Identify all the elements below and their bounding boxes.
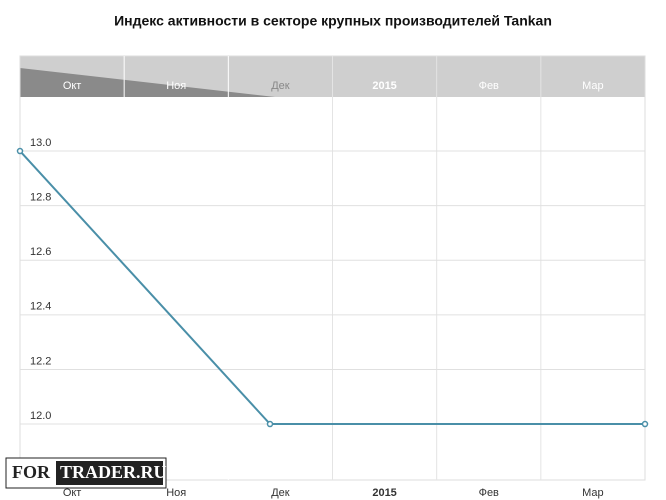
watermark-fill <box>56 461 163 485</box>
y-tick-label: 12.0 <box>30 410 51 422</box>
x-tick-label: Окт <box>63 487 82 499</box>
header-label: Окт <box>63 80 82 92</box>
header-label: 2015 <box>372 80 396 92</box>
y-tick-label: 13.0 <box>30 137 51 149</box>
header-label: Ноя <box>166 80 186 92</box>
header-label: Мар <box>582 80 604 92</box>
header-shade <box>20 68 275 97</box>
y-tick-label: 12.6 <box>30 246 51 258</box>
watermark-text: FOR <box>12 462 51 482</box>
y-tick-label: 12.2 <box>30 355 51 367</box>
x-tick-label: Мар <box>582 487 604 499</box>
data-point <box>266 420 274 428</box>
y-tick-label: 12.4 <box>30 301 51 313</box>
chart-title: Индекс активности в секторе крупных прои… <box>114 13 552 29</box>
x-tick-label: Фев <box>479 487 499 499</box>
y-tick-label: 12.8 <box>30 192 51 204</box>
header-label: Дек <box>271 80 290 92</box>
watermark: FOR TRADER.RU <box>5 457 167 489</box>
header-label: Фев <box>479 80 499 92</box>
x-tick-label: 2015 <box>372 487 396 499</box>
x-tick-label: Ноя <box>166 487 186 499</box>
watermark-text: TRADER.RU <box>60 462 167 482</box>
x-tick-label: Дек <box>271 487 290 499</box>
data-point <box>16 147 24 155</box>
data-point <box>641 420 649 428</box>
